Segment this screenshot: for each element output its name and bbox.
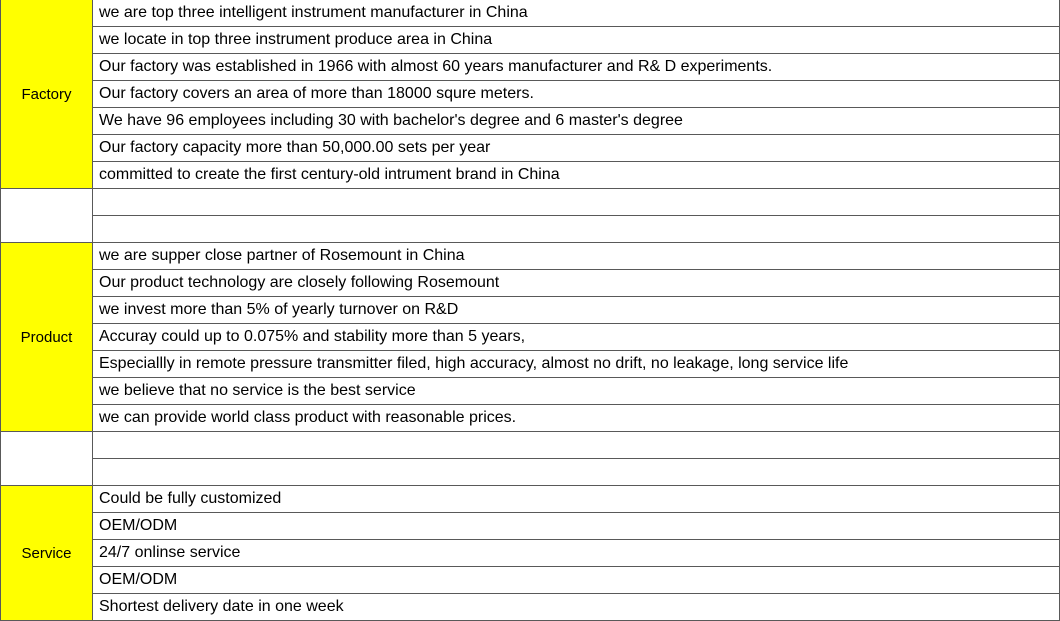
table-row: we locate in top three instrument produc… bbox=[93, 27, 1060, 54]
table-row bbox=[93, 459, 1060, 486]
table-row: Our factory covers an area of more than … bbox=[93, 81, 1060, 108]
table-row: we believe that no service is the best s… bbox=[93, 378, 1060, 405]
table-row: we are top three intelligent instrument … bbox=[93, 0, 1060, 27]
table-row: Our factory capacity more than 50,000.00… bbox=[93, 135, 1060, 162]
section-content: we are supper close partner of Rosemount… bbox=[93, 243, 1060, 432]
section-content: Could be fully customizedOEM/ODM24/7 onl… bbox=[93, 486, 1060, 621]
table-container: Factorywe are top three intelligent inst… bbox=[0, 0, 1060, 621]
section-content: we are top three intelligent instrument … bbox=[93, 0, 1060, 189]
table-row bbox=[93, 189, 1060, 216]
table-row: we are supper close partner of Rosemount… bbox=[93, 243, 1060, 270]
table-row: Shortest delivery date in one week bbox=[93, 594, 1060, 621]
table-row: We have 96 employees including 30 with b… bbox=[93, 108, 1060, 135]
section-content bbox=[93, 432, 1060, 486]
table-section bbox=[0, 189, 1060, 243]
table-section: Factorywe are top three intelligent inst… bbox=[0, 0, 1060, 189]
table-row: Accuray could up to 0.075% and stability… bbox=[93, 324, 1060, 351]
table-row bbox=[93, 432, 1060, 459]
table-row: we can provide world class product with … bbox=[93, 405, 1060, 432]
table-row: Our product technology are closely follo… bbox=[93, 270, 1060, 297]
table-row: committed to create the first century-ol… bbox=[93, 162, 1060, 189]
section-label: Service bbox=[0, 486, 93, 621]
table-row: Could be fully customized bbox=[93, 486, 1060, 513]
table-row: Our factory was established in 1966 with… bbox=[93, 54, 1060, 81]
section-label: Factory bbox=[0, 0, 93, 189]
table-row: OEM/ODM bbox=[93, 567, 1060, 594]
table-row: OEM/ODM bbox=[93, 513, 1060, 540]
table-row bbox=[93, 216, 1060, 243]
table-section: Productwe are supper close partner of Ro… bbox=[0, 243, 1060, 432]
table-row: Especiallly in remote pressure transmitt… bbox=[93, 351, 1060, 378]
table-section bbox=[0, 432, 1060, 486]
section-label bbox=[0, 189, 93, 243]
table-row: we invest more than 5% of yearly turnove… bbox=[93, 297, 1060, 324]
section-label: Product bbox=[0, 243, 93, 432]
section-content bbox=[93, 189, 1060, 243]
table-section: ServiceCould be fully customizedOEM/ODM2… bbox=[0, 486, 1060, 621]
table-row: 24/7 onlinse service bbox=[93, 540, 1060, 567]
section-label bbox=[0, 432, 93, 486]
